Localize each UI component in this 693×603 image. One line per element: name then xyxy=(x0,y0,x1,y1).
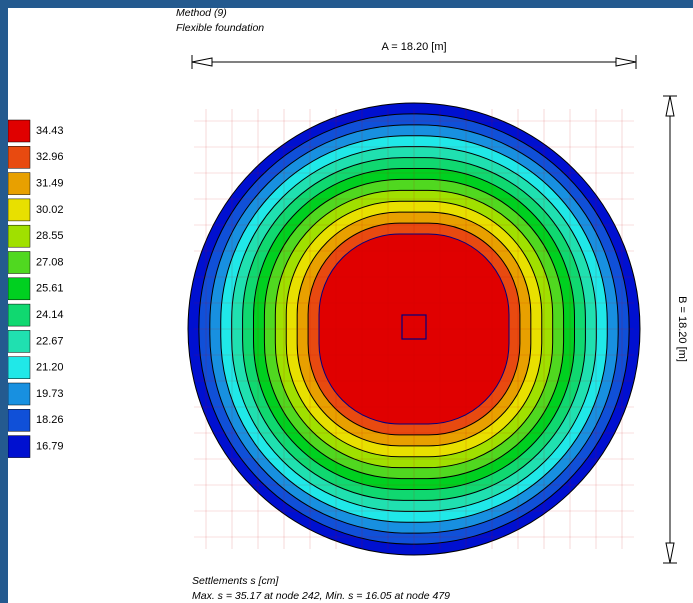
legend-label: 28.55 xyxy=(36,230,64,242)
viewport: Method (9) Flexible foundation A = 18.20… xyxy=(8,8,693,603)
legend-swatch xyxy=(8,277,31,301)
legend-label: 24.14 xyxy=(36,309,64,321)
legend-swatch xyxy=(8,251,31,274)
legend-label: 34.43 xyxy=(36,125,64,137)
dimension-a xyxy=(191,55,637,69)
dimension-a-label: A = 18.20 [m] xyxy=(381,41,446,53)
drawing: Method (9) Flexible foundation A = 18.20… xyxy=(8,8,688,602)
contour-band xyxy=(318,233,510,425)
legend-label: 16.79 xyxy=(36,441,64,453)
method-label: Method (9) xyxy=(176,8,227,19)
legend-swatch xyxy=(8,224,31,248)
legend-label: 22.67 xyxy=(36,335,64,347)
legend-swatch xyxy=(8,435,31,458)
legend-label: 27.08 xyxy=(36,256,64,268)
legend-label: 19.73 xyxy=(36,388,64,400)
dimension-b xyxy=(663,95,677,564)
legend-swatch xyxy=(8,198,31,222)
legend-swatch xyxy=(8,172,31,195)
legend-swatch xyxy=(8,303,31,327)
legend-swatch xyxy=(8,146,31,169)
legend-swatch xyxy=(8,409,31,432)
dimension-b-label: B = 18.20 [m] xyxy=(676,296,688,362)
legend-label: 18.26 xyxy=(36,414,64,426)
legend: 34.43 32.96 31.49 30.02 28.55 27.08 25.61 24.14… xyxy=(8,119,64,458)
legend-label: 31.49 xyxy=(36,178,64,190)
foundation-label: Flexible foundation xyxy=(176,22,264,34)
legend-swatch xyxy=(8,382,31,406)
legend-label: 30.02 xyxy=(36,204,64,216)
legend-swatch xyxy=(8,119,31,143)
center-marker xyxy=(401,314,427,340)
result-title: Settlements s [cm] xyxy=(192,575,279,587)
legend-label: 32.96 xyxy=(36,151,64,163)
legend-label: 25.61 xyxy=(36,283,64,295)
result-summary: Max. s = 35.17 at node 242, Min. s = 16.… xyxy=(192,590,450,602)
contour-plot xyxy=(187,102,641,556)
legend-swatch xyxy=(8,330,31,353)
legend-swatch xyxy=(8,356,31,379)
legend-label: 21.20 xyxy=(36,362,64,374)
